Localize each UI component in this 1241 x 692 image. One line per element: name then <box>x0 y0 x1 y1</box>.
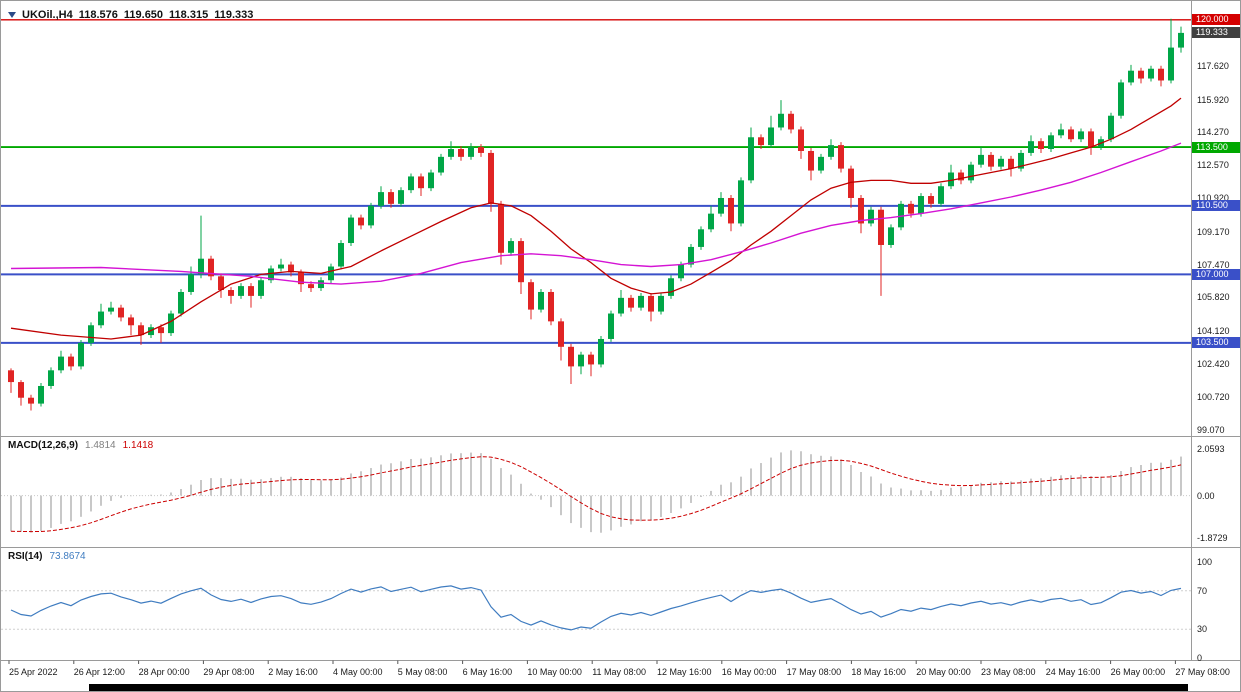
time-label: 2 May 16:00 <box>268 667 318 677</box>
price-level-badge: 107.000 <box>1192 268 1240 280</box>
high-value: 119.650 <box>123 9 164 21</box>
time-label: 4 May 00:00 <box>333 667 383 677</box>
close-value: 119.333 <box>214 9 254 21</box>
macd-signal-value: 1.1418 <box>122 440 154 451</box>
price-tick-label: 112.570 <box>1197 160 1229 171</box>
current-price-badge: 119.333 <box>1192 27 1240 39</box>
open-value: 118.576 <box>78 9 118 21</box>
macd-axis-label: 2.0593 <box>1197 443 1225 454</box>
time-label: 16 May 00:00 <box>721 667 777 677</box>
macd-name: MACD(12,26,9) <box>8 440 79 451</box>
macd-main-value: 1.4814 <box>85 440 116 451</box>
panel-separators <box>1 1 1240 661</box>
price-tick-label: 100.720 <box>1197 392 1230 403</box>
time-label: 12 May 16:00 <box>657 667 712 677</box>
rsi-indicator-label: RSI(14) 73.8674 <box>8 551 86 562</box>
time-label: 20 May 00:00 <box>916 667 971 677</box>
price-level-badge: 110.500 <box>1192 200 1240 212</box>
rsi-axis-label: 0 <box>1197 653 1203 663</box>
price-level-badge: 113.500 <box>1192 141 1240 153</box>
one-click-trading-toggle-icon[interactable] <box>8 12 16 18</box>
ma-slow-line <box>10 142 1182 285</box>
symbol-period-label: UKOil.,H4 <box>22 9 73 21</box>
macd-axis-label: 0.00 <box>1197 490 1215 501</box>
low-value: 118.315 <box>169 9 209 21</box>
price-tick-label: 109.170 <box>1197 226 1230 237</box>
rsi-axis-label: 100 <box>1197 557 1213 567</box>
macd-axis-label: -1.8729 <box>1197 532 1228 543</box>
symbol-info: UKOil.,H4 118.576 119.650 118.315 119.33… <box>8 9 253 21</box>
time-label: 23 May 08:00 <box>981 667 1036 677</box>
rsi-value: 73.8674 <box>49 551 86 562</box>
price-tick-label: 115.920 <box>1197 94 1229 105</box>
candle-series <box>8 18 1184 411</box>
macd-histogram <box>10 450 1182 533</box>
rsi-axis-label: 70 <box>1197 585 1208 596</box>
price-tick-label: 104.120 <box>1197 325 1230 336</box>
price-tick-label: 117.620 <box>1197 61 1229 72</box>
time-label: 25 Apr 2022 <box>9 667 58 677</box>
horizontal-scrollbar[interactable] <box>89 684 1188 691</box>
rsi-axis-label: 30 <box>1197 624 1208 635</box>
time-ticks <box>8 660 1176 664</box>
time-label: 10 May 00:00 <box>527 667 582 677</box>
time-label: 27 May 08:00 <box>1175 667 1230 677</box>
time-label: 29 Apr 08:00 <box>203 667 255 677</box>
price-tick-label: 107.470 <box>1197 260 1230 271</box>
rsi-name: RSI(14) <box>8 551 43 562</box>
time-label: 18 May 16:00 <box>851 667 906 677</box>
rsi-line <box>10 585 1182 631</box>
time-label: 24 May 16:00 <box>1045 667 1101 677</box>
price-tick-label: 110.920 <box>1197 192 1229 203</box>
time-label: 17 May 08:00 <box>786 667 842 677</box>
ma-fast-line <box>10 97 1182 340</box>
time-label: 28 Apr 00:00 <box>138 667 190 677</box>
price-level-badge: 103.500 <box>1192 337 1240 349</box>
price-tick-label: 114.270 <box>1197 126 1229 137</box>
macd-signal-line <box>10 456 1182 533</box>
price-tick-label: 99.070 <box>1197 424 1225 435</box>
price-level-badge: 120.000 <box>1192 14 1240 26</box>
time-label: 5 May 08:00 <box>397 667 448 677</box>
time-label: 26 Apr 12:00 <box>73 667 125 677</box>
price-tick-label: 102.420 <box>1197 359 1230 370</box>
time-label: 6 May 16:00 <box>462 667 513 677</box>
price-tick-label: 105.820 <box>1197 292 1230 303</box>
time-label: 11 May 08:00 <box>592 667 647 677</box>
macd-indicator-label: MACD(12,26,9) 1.4814 1.1418 <box>8 440 153 451</box>
time-label: 26 May 00:00 <box>1110 667 1166 677</box>
